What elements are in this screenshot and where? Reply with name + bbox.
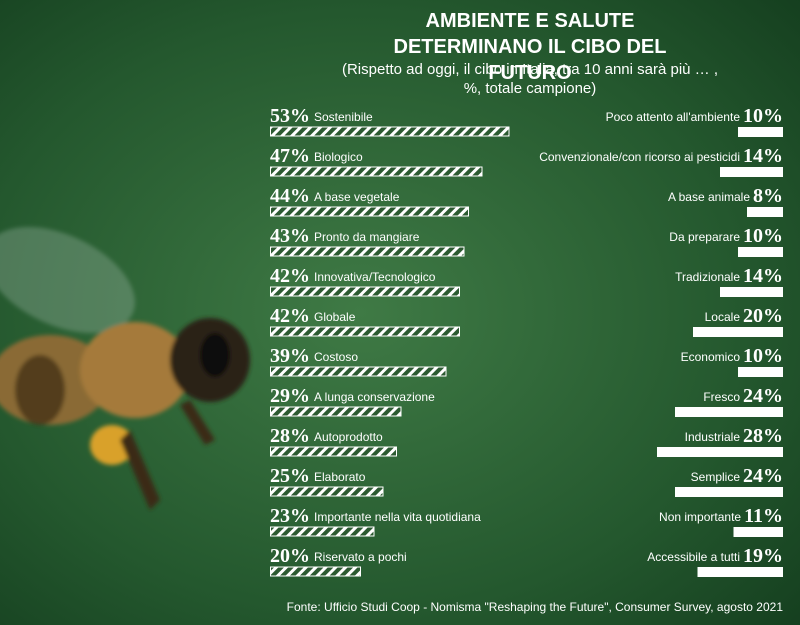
category-label: Convenzionale/con ricorso ai pesticidi [539,150,740,164]
category-label: Fresco [703,390,740,404]
value-label: 39% [270,345,310,367]
bar [270,286,460,297]
value-label: 24% [743,465,783,487]
bar [697,567,783,577]
category-label: A base vegetale [314,190,400,204]
bar [720,287,783,297]
bar [270,126,510,137]
value-label: 19% [743,545,783,567]
bar [270,206,469,217]
value-label: 42% [270,265,310,287]
bar [270,366,447,377]
value-label: 20% [743,305,783,327]
value-label: 25% [270,465,310,487]
bar [270,406,402,417]
category-label: Globale [314,310,356,324]
category-label: Industriale [685,430,741,444]
category-label: Pronto da mangiare [314,230,420,244]
chart-title: AMBIENTE E SALUTE DETERMINANO IL CIBO DE… [393,10,667,84]
value-label: 10% [743,225,783,247]
bar [657,447,783,457]
category-label: Riservato a pochi [314,550,407,564]
category-label: Semplice [691,470,741,484]
value-label: 29% [270,385,310,407]
bar [738,367,783,377]
category-label: Sostenibile [314,110,373,124]
bar [270,446,397,457]
category-label: Accessibile a tutti [647,550,740,564]
category-label: A base animale [668,190,750,204]
bar [270,486,384,497]
category-label: Da preparare [669,230,740,244]
category-label: Locale [705,310,741,324]
category-label: Economico [681,350,741,364]
value-label: 28% [743,425,783,447]
bar [270,166,483,177]
value-label: 14% [743,265,783,287]
value-label: 53% [270,105,310,127]
value-label: 10% [743,105,783,127]
bar [675,487,783,497]
bar [270,526,375,537]
value-label: 43% [270,225,310,247]
source-note: Fonte: Ufficio Studi Coop - Nomisma "Res… [287,600,784,614]
category-label: Tradizionale [675,270,740,284]
value-label: 20% [270,545,310,567]
value-label: 44% [270,185,310,207]
bar [270,246,465,257]
category-label: Poco attento all'ambiente [606,110,741,124]
value-label: 42% [270,305,310,327]
bar [738,127,783,137]
chart-subtitle: (Rispetto ad oggi, il cibo in Italia, tr… [341,61,719,97]
bar [693,327,783,337]
category-label: Biologico [314,150,363,164]
category-label: Non importante [659,510,741,524]
value-label: 24% [743,385,783,407]
value-label: 23% [270,505,310,527]
bee-illustration [0,227,250,510]
bar [738,247,783,257]
category-label: Autoprodotto [314,430,383,444]
bar [747,207,783,217]
category-label: A lunga conservazione [314,390,435,404]
bar [733,527,783,537]
bar [270,326,460,337]
bar [720,167,783,177]
category-label: Costoso [314,350,358,364]
bar [675,407,783,417]
value-label: 14% [743,145,783,167]
category-label: Importante nella vita quotidiana [314,510,481,524]
value-label: 8% [753,185,783,207]
value-label: 10% [743,345,783,367]
value-label: 47% [270,145,310,167]
value-label: 28% [270,425,310,447]
category-label: Elaborato [314,470,366,484]
value-label: 11% [744,505,783,527]
category-label: Innovativa/Tecnologico [314,270,436,284]
bar [270,566,361,577]
